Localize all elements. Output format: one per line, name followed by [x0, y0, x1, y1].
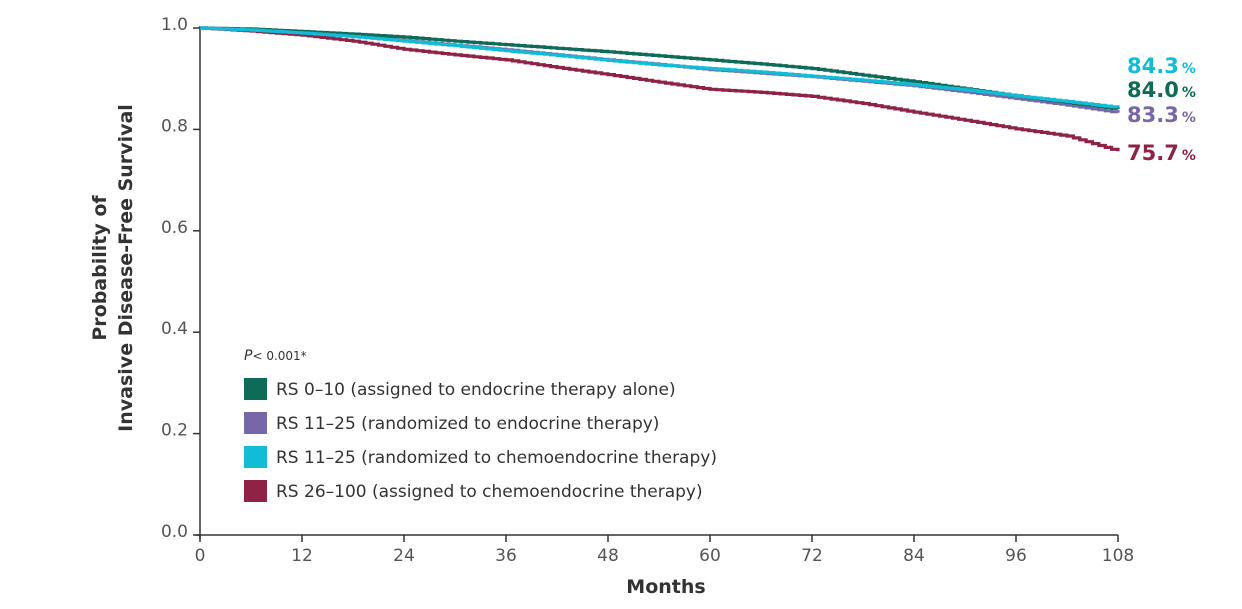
- x-tick-label: 36: [495, 546, 517, 566]
- end-value-label: 75.7%: [1127, 141, 1196, 165]
- end-value-unit: %: [1182, 85, 1196, 101]
- series-line-3: [200, 26, 1120, 152]
- y-axis-title-line1: Probability of: [89, 195, 111, 341]
- x-tick-label: 72: [801, 546, 823, 566]
- axes: [196, 26, 1118, 539]
- y-tick-label: 0.2: [161, 421, 188, 441]
- y-ticks: 0.0 0.2 0.4 0.6 0.8 1.0: [161, 15, 200, 542]
- legend-label: RS 0–10 (assigned to endocrine therapy a…: [276, 380, 676, 400]
- y-tick-label: 0.4: [161, 319, 188, 339]
- legend-swatch: [244, 480, 267, 502]
- end-labels: 84.3 %84.0 %83.3 %75.7%: [1127, 54, 1196, 165]
- x-tick-label: 108: [1102, 546, 1134, 566]
- p-value-symbol: P: [244, 348, 253, 364]
- series-lines: [200, 26, 1120, 152]
- end-value-number: 84.0: [1127, 78, 1179, 102]
- x-tick-label: 84: [903, 546, 925, 566]
- series-line-1: [200, 26, 1120, 114]
- end-value-unit: %: [1182, 61, 1196, 77]
- legend-label: RS 26–100 (assigned to chemoendocrine th…: [276, 482, 703, 502]
- end-value-label: 84.3%: [1127, 54, 1196, 78]
- end-value-label: 83.3%: [1127, 103, 1196, 127]
- legend-swatch: [244, 446, 267, 468]
- x-tick-label: 12: [291, 546, 313, 566]
- x-tick-label: 96: [1005, 546, 1027, 566]
- y-axis-title-line2: Invasive Disease-Free Survival: [115, 104, 137, 432]
- series-line-2: [200, 26, 1120, 109]
- end-value-number: 84.3: [1127, 54, 1179, 78]
- legend-label: RS 11–25 (randomized to endocrine therap…: [276, 414, 659, 434]
- y-tick-label: 0.0: [161, 522, 188, 542]
- y-tick-label: 0.8: [161, 116, 188, 136]
- end-value-unit: %: [1182, 148, 1196, 164]
- legend: P< 0.001* RS 0–10 (assigned to endocrine…: [244, 348, 717, 502]
- x-tick-label: 0: [195, 546, 206, 566]
- end-value-unit: %: [1182, 110, 1196, 126]
- x-ticks: 0 12 24 36 48 60 72 84 96 108: [195, 535, 1134, 566]
- y-tick-label: 0.6: [161, 218, 188, 238]
- legend-swatch: [244, 412, 267, 434]
- p-value-text: < 0.001*: [252, 349, 306, 363]
- x-tick-label: 60: [699, 546, 721, 566]
- end-value-label: 84.0%: [1127, 78, 1196, 102]
- x-tick-label: 24: [393, 546, 415, 566]
- end-value-number: 75.7: [1127, 141, 1179, 165]
- legend-label: RS 11–25 (randomized to chemoendocrine t…: [276, 448, 717, 468]
- end-value-number: 83.3: [1127, 103, 1179, 127]
- x-axis-title: Months: [626, 576, 705, 598]
- p-value-annotation: P< 0.001*: [244, 348, 307, 364]
- x-tick-label: 48: [597, 546, 619, 566]
- legend-swatch: [244, 378, 267, 400]
- y-tick-label: 1.0: [161, 15, 188, 35]
